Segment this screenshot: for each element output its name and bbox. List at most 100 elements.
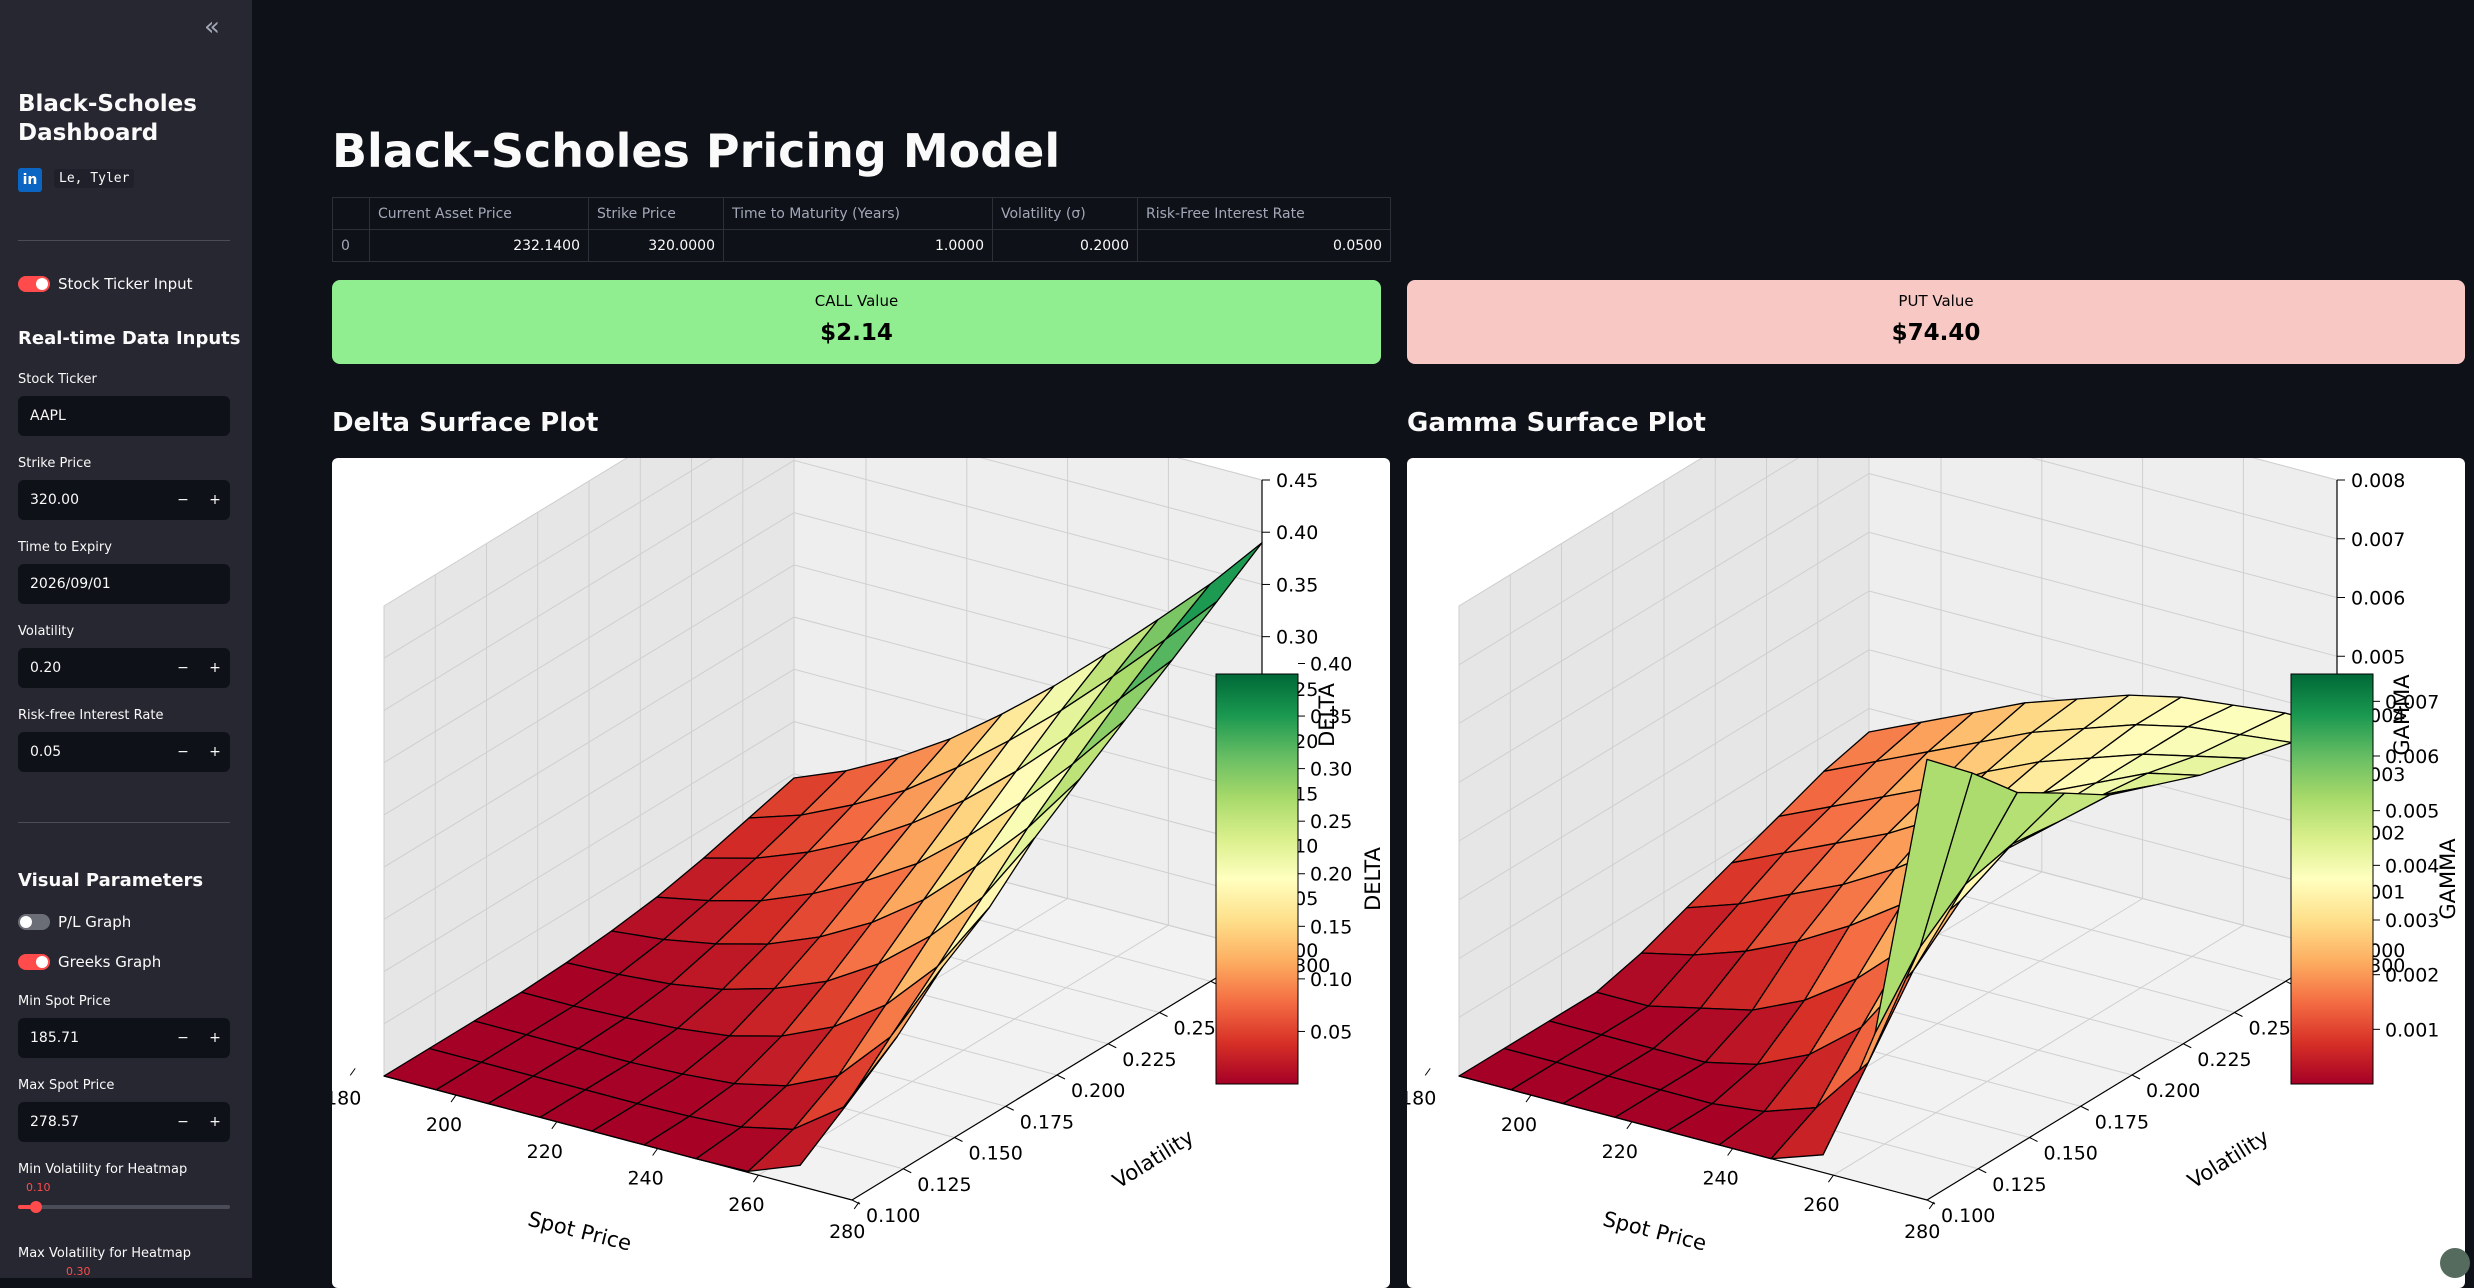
max-spot-increment-button[interactable]: + bbox=[209, 1114, 221, 1130]
stock-ticker-toggle-label: Stock Ticker Input bbox=[58, 275, 193, 293]
max-spot-decrement-button[interactable]: − bbox=[177, 1114, 189, 1130]
parameters-table: Current Asset Price Strike Price Time to… bbox=[332, 197, 1391, 262]
colorbar bbox=[1215, 673, 1299, 1085]
grid-line bbox=[383, 458, 1263, 607]
greeks-graph-toggle[interactable] bbox=[18, 954, 50, 970]
y-tick-label: 0.175 bbox=[1020, 1111, 1074, 1133]
sidebar-divider bbox=[18, 822, 230, 823]
x-tick-label: 200 bbox=[426, 1114, 462, 1136]
z-tick-label: 0.45 bbox=[1276, 470, 1318, 492]
x-tick-label: 220 bbox=[1602, 1141, 1638, 1163]
grid-line bbox=[383, 773, 1263, 1025]
x-tick-label: 260 bbox=[1803, 1194, 1839, 1216]
grid-line bbox=[1458, 590, 2338, 842]
grid-line bbox=[1458, 458, 2338, 666]
column-header: Current Asset Price bbox=[369, 197, 589, 230]
colorbar-tick-label: 0.10 bbox=[1310, 969, 1352, 991]
table-cell: 320.0000 bbox=[588, 229, 724, 262]
risk-free-rate-value: 0.05 bbox=[30, 744, 62, 760]
y-tick bbox=[1056, 1074, 1066, 1080]
colorbar-tick-label: 0.40 bbox=[1310, 653, 1352, 675]
y-tick-label: 0.250 bbox=[1174, 1018, 1228, 1040]
z-axis-label: GAMMA bbox=[2390, 674, 2414, 756]
min-spot-increment-button[interactable]: + bbox=[209, 1030, 221, 1046]
toggle-knob bbox=[36, 278, 48, 290]
table-cell: 0.0500 bbox=[1137, 229, 1391, 262]
risk-free-rate-decrement-button[interactable]: − bbox=[177, 744, 189, 760]
z-axis-label: DELTA bbox=[1315, 682, 1339, 746]
sidebar: « Black-Scholes Dashboard in Le, Tyler S… bbox=[0, 0, 252, 1278]
call-value-label: CALL Value bbox=[814, 292, 899, 310]
colorbar-tick-label: 0.004 bbox=[2385, 855, 2439, 877]
gamma-surface-title: Gamma Surface Plot bbox=[1407, 408, 1706, 438]
y-tick bbox=[954, 1137, 963, 1142]
risk-free-rate-increment-button[interactable]: + bbox=[209, 744, 221, 760]
y-tick bbox=[2234, 1012, 2243, 1017]
x-tick-label: 240 bbox=[1702, 1167, 1738, 1189]
grid-line bbox=[1458, 472, 2338, 724]
table-header-row: Current Asset Price Strike Price Time to… bbox=[332, 197, 1391, 230]
avatar[interactable] bbox=[2440, 1248, 2470, 1278]
x-tick-label: 220 bbox=[527, 1141, 563, 1163]
strike-price-value: 320.00 bbox=[30, 492, 79, 508]
volatility-increment-button[interactable]: + bbox=[209, 660, 221, 676]
min-spot-price-input[interactable]: 185.71 − + bbox=[18, 1018, 230, 1058]
grid-line bbox=[1458, 531, 2338, 783]
pl-graph-toggle[interactable] bbox=[18, 914, 50, 930]
x-axis-label: Spot Price bbox=[1601, 1207, 1709, 1256]
y-tick-label: 0.125 bbox=[1992, 1174, 2046, 1196]
sidebar-title: Black-Scholes Dashboard bbox=[18, 91, 197, 146]
strike-price-input[interactable]: 320.00 − + bbox=[18, 480, 230, 520]
put-value-card: PUT Value $74.40 bbox=[1407, 280, 2465, 364]
z-tick-label: 0.008 bbox=[2351, 470, 2405, 492]
x-tick bbox=[450, 1094, 457, 1103]
table-cell: 232.1400 bbox=[369, 229, 589, 262]
strike-price-label: Strike Price bbox=[18, 456, 92, 471]
y-tick bbox=[2029, 1137, 2038, 1142]
min-volatility-slider-thumb[interactable] bbox=[30, 1201, 42, 1213]
time-to-expiry-input[interactable]: 2026/09/01 bbox=[18, 564, 230, 604]
min-spot-price-value: 185.71 bbox=[30, 1030, 79, 1046]
volatility-value: 0.20 bbox=[30, 660, 62, 676]
volatility-input[interactable]: 0.20 − + bbox=[18, 648, 230, 688]
linkedin-name[interactable]: Le, Tyler bbox=[54, 169, 135, 188]
stock-ticker-toggle[interactable] bbox=[18, 276, 50, 292]
min-spot-decrement-button[interactable]: − bbox=[177, 1030, 189, 1046]
x-tick-label: 260 bbox=[728, 1194, 764, 1216]
min-volatility-slider-track[interactable] bbox=[18, 1205, 230, 1209]
x-tick-label: 280 bbox=[1904, 1221, 1940, 1243]
x-tick bbox=[1727, 1148, 1734, 1156]
max-volatility-label: Max Volatility for Heatmap bbox=[18, 1246, 192, 1261]
call-value-card: CALL Value $2.14 bbox=[332, 280, 1381, 364]
y-tick-label: 0.200 bbox=[2146, 1080, 2200, 1102]
x-tick-label: 240 bbox=[627, 1167, 663, 1189]
strike-price-increment-button[interactable]: + bbox=[209, 492, 221, 508]
max-spot-price-input[interactable]: 278.57 − + bbox=[18, 1102, 230, 1142]
y-tick-label: 0.200 bbox=[1071, 1080, 1125, 1102]
collapse-sidebar-icon[interactable]: « bbox=[204, 12, 220, 42]
stock-ticker-input[interactable]: AAPL bbox=[18, 396, 230, 436]
colorbar-tick-label: 0.25 bbox=[1310, 811, 1352, 833]
colorbar-tick-label: 0.15 bbox=[1310, 916, 1352, 938]
linkedin-icon[interactable]: in bbox=[18, 168, 42, 192]
x-tick-label: 200 bbox=[1501, 1114, 1537, 1136]
strike-price-decrement-button[interactable]: − bbox=[177, 492, 189, 508]
risk-free-rate-input[interactable]: 0.05 − + bbox=[18, 732, 230, 772]
realtime-heading: Real-time Data Inputs bbox=[18, 328, 241, 349]
put-value-label: PUT Value bbox=[1898, 292, 1974, 310]
put-value: $74.40 bbox=[1891, 320, 1981, 346]
colorbar-tick-label: 0.005 bbox=[2385, 801, 2439, 823]
y-tick-label: 0.175 bbox=[2095, 1111, 2149, 1133]
table-cell: 1.0000 bbox=[723, 229, 993, 262]
y-tick-label: 0.100 bbox=[1941, 1205, 1995, 1227]
page-title: Black-Scholes Pricing Model bbox=[332, 124, 1061, 178]
volatility-decrement-button[interactable]: − bbox=[177, 660, 189, 676]
x-tick-label: 180 bbox=[1407, 1087, 1436, 1109]
greeks-graph-toggle-label: Greeks Graph bbox=[58, 953, 162, 971]
z-tick-label: 0.006 bbox=[2351, 588, 2405, 610]
stock-ticker-label: Stock Ticker bbox=[18, 372, 97, 387]
y-tick bbox=[2131, 1074, 2141, 1080]
time-to-expiry-label: Time to Expiry bbox=[18, 540, 112, 555]
y-tick bbox=[2080, 1105, 2089, 1111]
colorbar-tick-label: 0.35 bbox=[1310, 706, 1352, 728]
